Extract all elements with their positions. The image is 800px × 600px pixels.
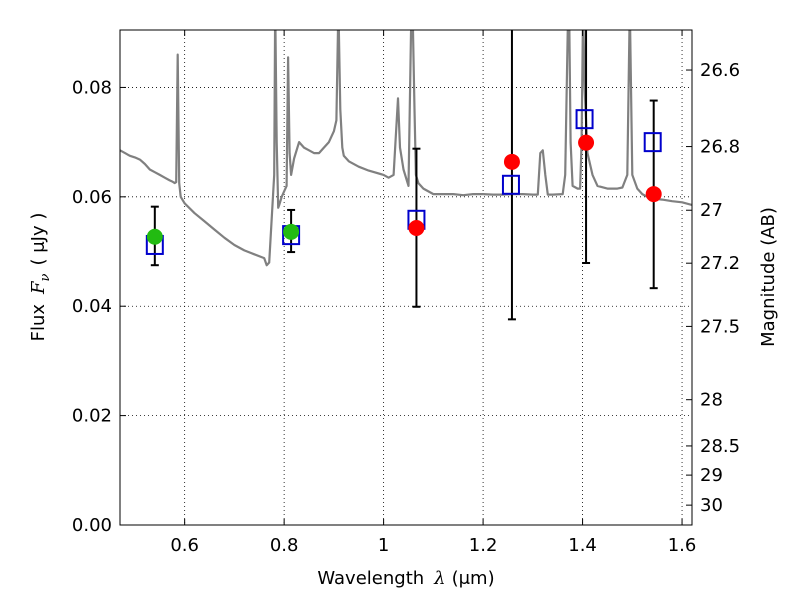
mag-tick-label: 28: [700, 390, 723, 411]
x-tick-label: 1.6: [668, 535, 697, 556]
observed-photometry-markers: [146, 134, 662, 245]
y-axis-subscript: ν: [38, 273, 53, 281]
model-spectrum: [120, 30, 692, 267]
y-axis-title: Flux Fν ( μJy ): [28, 213, 53, 342]
model-square-marker: [643, 132, 662, 153]
observed-point-marker: [645, 186, 662, 203]
x-axis-unit: (μm): [452, 568, 495, 589]
axis-ticks: [120, 30, 692, 526]
x-tick-label: 0.8: [270, 535, 299, 556]
mag-tick-label: 29: [700, 465, 723, 486]
plot-frame: [119, 29, 693, 526]
plot-background: [120, 30, 692, 525]
y-axis-symbol: F: [28, 280, 49, 295]
y-axis-unit: ( μJy ): [28, 213, 49, 266]
model-square-marker: [501, 174, 520, 195]
y-tick-label: 0.06: [72, 187, 112, 208]
mag-tick-label: 28.5: [700, 436, 740, 457]
x-axis-symbol: λ: [433, 568, 445, 589]
observed-point-marker: [578, 134, 595, 151]
y-tick-label: 0.00: [72, 515, 112, 536]
observed-point-marker: [503, 153, 520, 170]
mag-tick-label: 26.6: [700, 60, 740, 81]
y2-axis-title: Magnitude (AB): [758, 207, 779, 347]
spectrum-line: [120, 30, 692, 267]
mag-tick-label: 27.5: [700, 316, 740, 337]
mag-tick-label: 26.8: [700, 137, 740, 158]
mag-tick-label: 27.2: [700, 253, 740, 274]
tick-labels: 0.6 0.8 1 1.2 1.4 1.6 0.00 0.02 0.04 0.06 0.08 26.6…: [72, 60, 740, 556]
model-square-marker: [575, 109, 594, 130]
x-axis-label-text: Wavelength: [317, 568, 424, 589]
x-axis-title: Wavelength λ (μm): [317, 568, 494, 589]
y-tick-label: 0.08: [72, 77, 112, 98]
x-tick-label: 1.4: [568, 535, 597, 556]
mag-tick-label: 27: [700, 200, 723, 221]
y-axis-label-text: Flux: [28, 304, 49, 342]
observed-point-marker: [146, 228, 163, 245]
x-tick-label: 0.6: [170, 535, 199, 556]
observed-point-marker: [283, 223, 300, 240]
observed-point-marker: [408, 220, 425, 236]
y-tick-label: 0.04: [72, 296, 112, 317]
x-tick-label: 1.2: [469, 535, 498, 556]
y-tick-label: 0.02: [72, 406, 112, 427]
mag-tick-label: 30: [700, 495, 723, 516]
x-tick-label: 1: [378, 535, 389, 556]
